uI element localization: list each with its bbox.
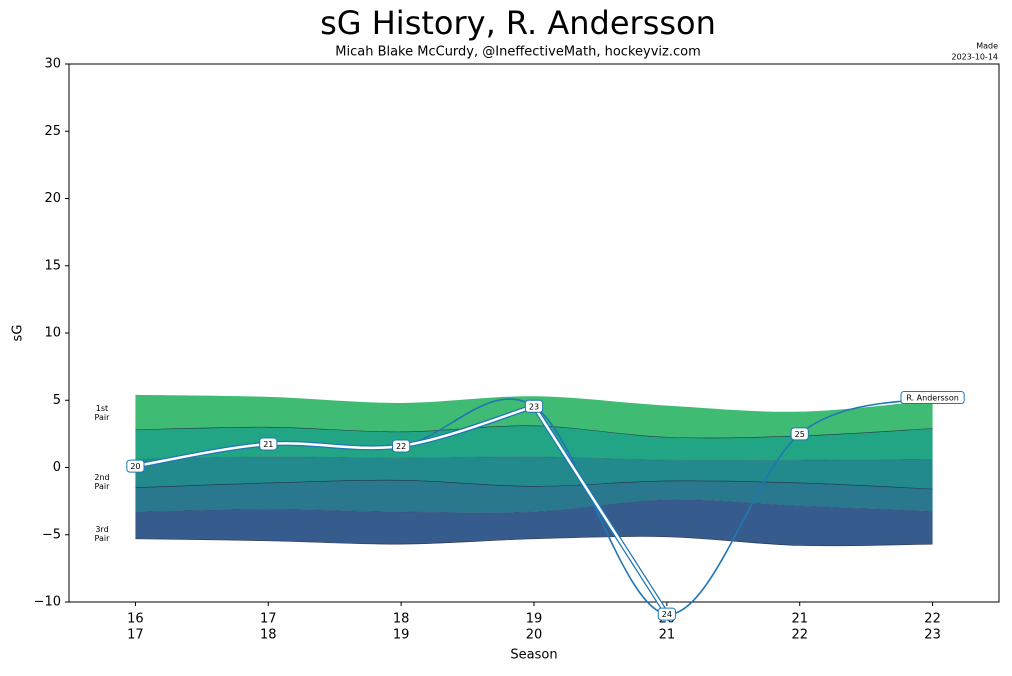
x-tick-label: 22	[924, 612, 941, 627]
point-label: 22	[392, 439, 411, 453]
band-boundary	[135, 536, 933, 547]
player-line-inner	[135, 404, 668, 615]
x-tick-label: 17	[127, 628, 144, 643]
x-tick-label: 20	[526, 628, 543, 643]
x-tick-label: 21	[791, 612, 808, 627]
point-label-text: 24	[662, 610, 672, 619]
point-label-box	[259, 437, 278, 451]
y-tick-label: 15	[44, 258, 61, 273]
point-label: 24	[657, 607, 676, 621]
made-date: 2023-10-14	[952, 53, 999, 62]
x-tick-label: 18	[260, 628, 277, 643]
point-label-box	[524, 399, 544, 413]
x-tick-label: 21	[659, 628, 676, 643]
chart-title: sG History, R. Andersson	[320, 4, 716, 42]
pair-band	[135, 499, 933, 546]
pair-band	[135, 394, 933, 438]
point-label: 23	[524, 399, 544, 413]
band-label: Pair	[95, 482, 111, 491]
point-label-box	[790, 427, 809, 441]
y-tick-label: 20	[44, 191, 61, 206]
y-tick-label: 5	[53, 393, 61, 408]
y-tick-label: 25	[44, 124, 61, 139]
point-label: 25	[790, 427, 809, 441]
point-label-box	[900, 391, 965, 405]
made-label: Made	[976, 42, 998, 51]
band-boundary	[135, 499, 933, 513]
y-axis-label: sG	[11, 325, 26, 342]
band-label: Pair	[95, 534, 111, 543]
band-label: 1st	[96, 404, 108, 413]
point-label: R. Andersson	[900, 391, 965, 405]
x-axis-label: Season	[510, 648, 557, 663]
y-tick-label: 10	[44, 326, 61, 341]
point-label-text: 23	[529, 402, 539, 411]
y-tick-label: −10	[34, 595, 61, 610]
x-tick-label: 19	[526, 612, 543, 627]
x-tick-label: 22	[791, 628, 808, 643]
chart-subtitle: Micah Blake McCurdy, @IneffectiveMath, h…	[335, 45, 701, 60]
y-tick-label: 30	[44, 57, 61, 72]
x-tick-label: 17	[260, 612, 277, 627]
point-label-box	[392, 439, 411, 453]
band-label: 3rd	[95, 525, 108, 534]
point-label-box	[126, 459, 145, 473]
x-tick-label: 18	[393, 612, 410, 627]
x-tick-label: 23	[924, 628, 941, 643]
band-label: 2nd	[94, 473, 109, 482]
band-label: Pair	[95, 413, 111, 422]
point-label-text: R. Andersson	[906, 394, 959, 403]
x-tick-label: 16	[127, 612, 144, 627]
y-tick-label: 0	[53, 460, 61, 475]
pair-band	[135, 425, 933, 461]
pair-band	[135, 480, 933, 513]
point-label-text: 25	[795, 430, 805, 439]
band-boundary	[135, 456, 933, 461]
y-tick-label: −5	[42, 527, 61, 542]
point-label-text: 22	[396, 442, 406, 451]
band-boundary	[135, 479, 933, 490]
point-label-box	[657, 607, 676, 621]
point-label-text: 20	[130, 462, 140, 471]
point-label: 21	[259, 437, 278, 451]
x-tick-label: 19	[393, 628, 410, 643]
point-label: 20	[126, 459, 145, 473]
point-label-text: 21	[263, 440, 273, 449]
